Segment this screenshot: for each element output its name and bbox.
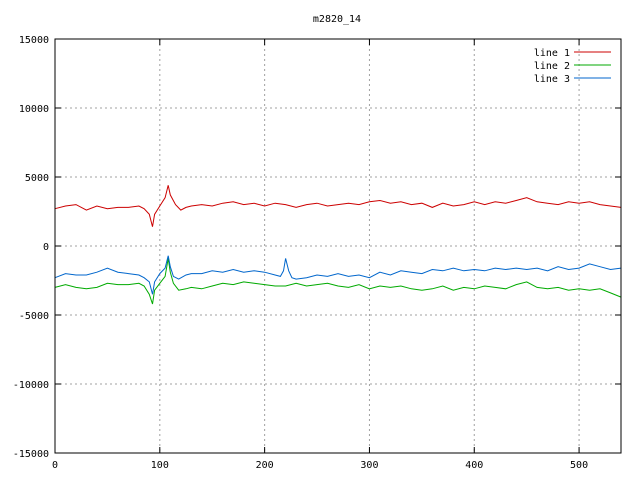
y-tick-label: 15000 xyxy=(19,35,49,46)
x-tick-label: 100 xyxy=(151,460,169,471)
x-tick-label: 0 xyxy=(52,460,58,471)
x-tick-label: 300 xyxy=(360,460,378,471)
y-tick-label: -15000 xyxy=(13,449,49,460)
ticks: 0 100 200 300 400 500 -15000 -10000 -5000 0 5000 10… xyxy=(13,35,621,471)
series-group xyxy=(54,185,622,305)
series-line-1 xyxy=(54,185,622,227)
grid xyxy=(55,39,621,453)
legend-label-2: line 2 xyxy=(534,61,570,72)
y-tick-label: 0 xyxy=(43,242,49,253)
y-tick-label: 5000 xyxy=(25,173,49,184)
legend-label-1: line 1 xyxy=(534,48,570,59)
x-tick-label: 200 xyxy=(256,460,274,471)
y-tick-label: 10000 xyxy=(19,104,49,115)
chart-title: m2820_14 xyxy=(313,14,361,25)
legend-label-3: line 3 xyxy=(534,74,570,85)
legend: line 1 line 2 line 3 xyxy=(534,48,611,85)
x-tick-label: 500 xyxy=(570,460,588,471)
series-line-2 xyxy=(54,258,622,305)
y-tick-label: -10000 xyxy=(13,380,49,391)
series-line-3 xyxy=(54,255,622,295)
x-tick-label: 400 xyxy=(465,460,483,471)
y-tick-label: -5000 xyxy=(19,311,49,322)
